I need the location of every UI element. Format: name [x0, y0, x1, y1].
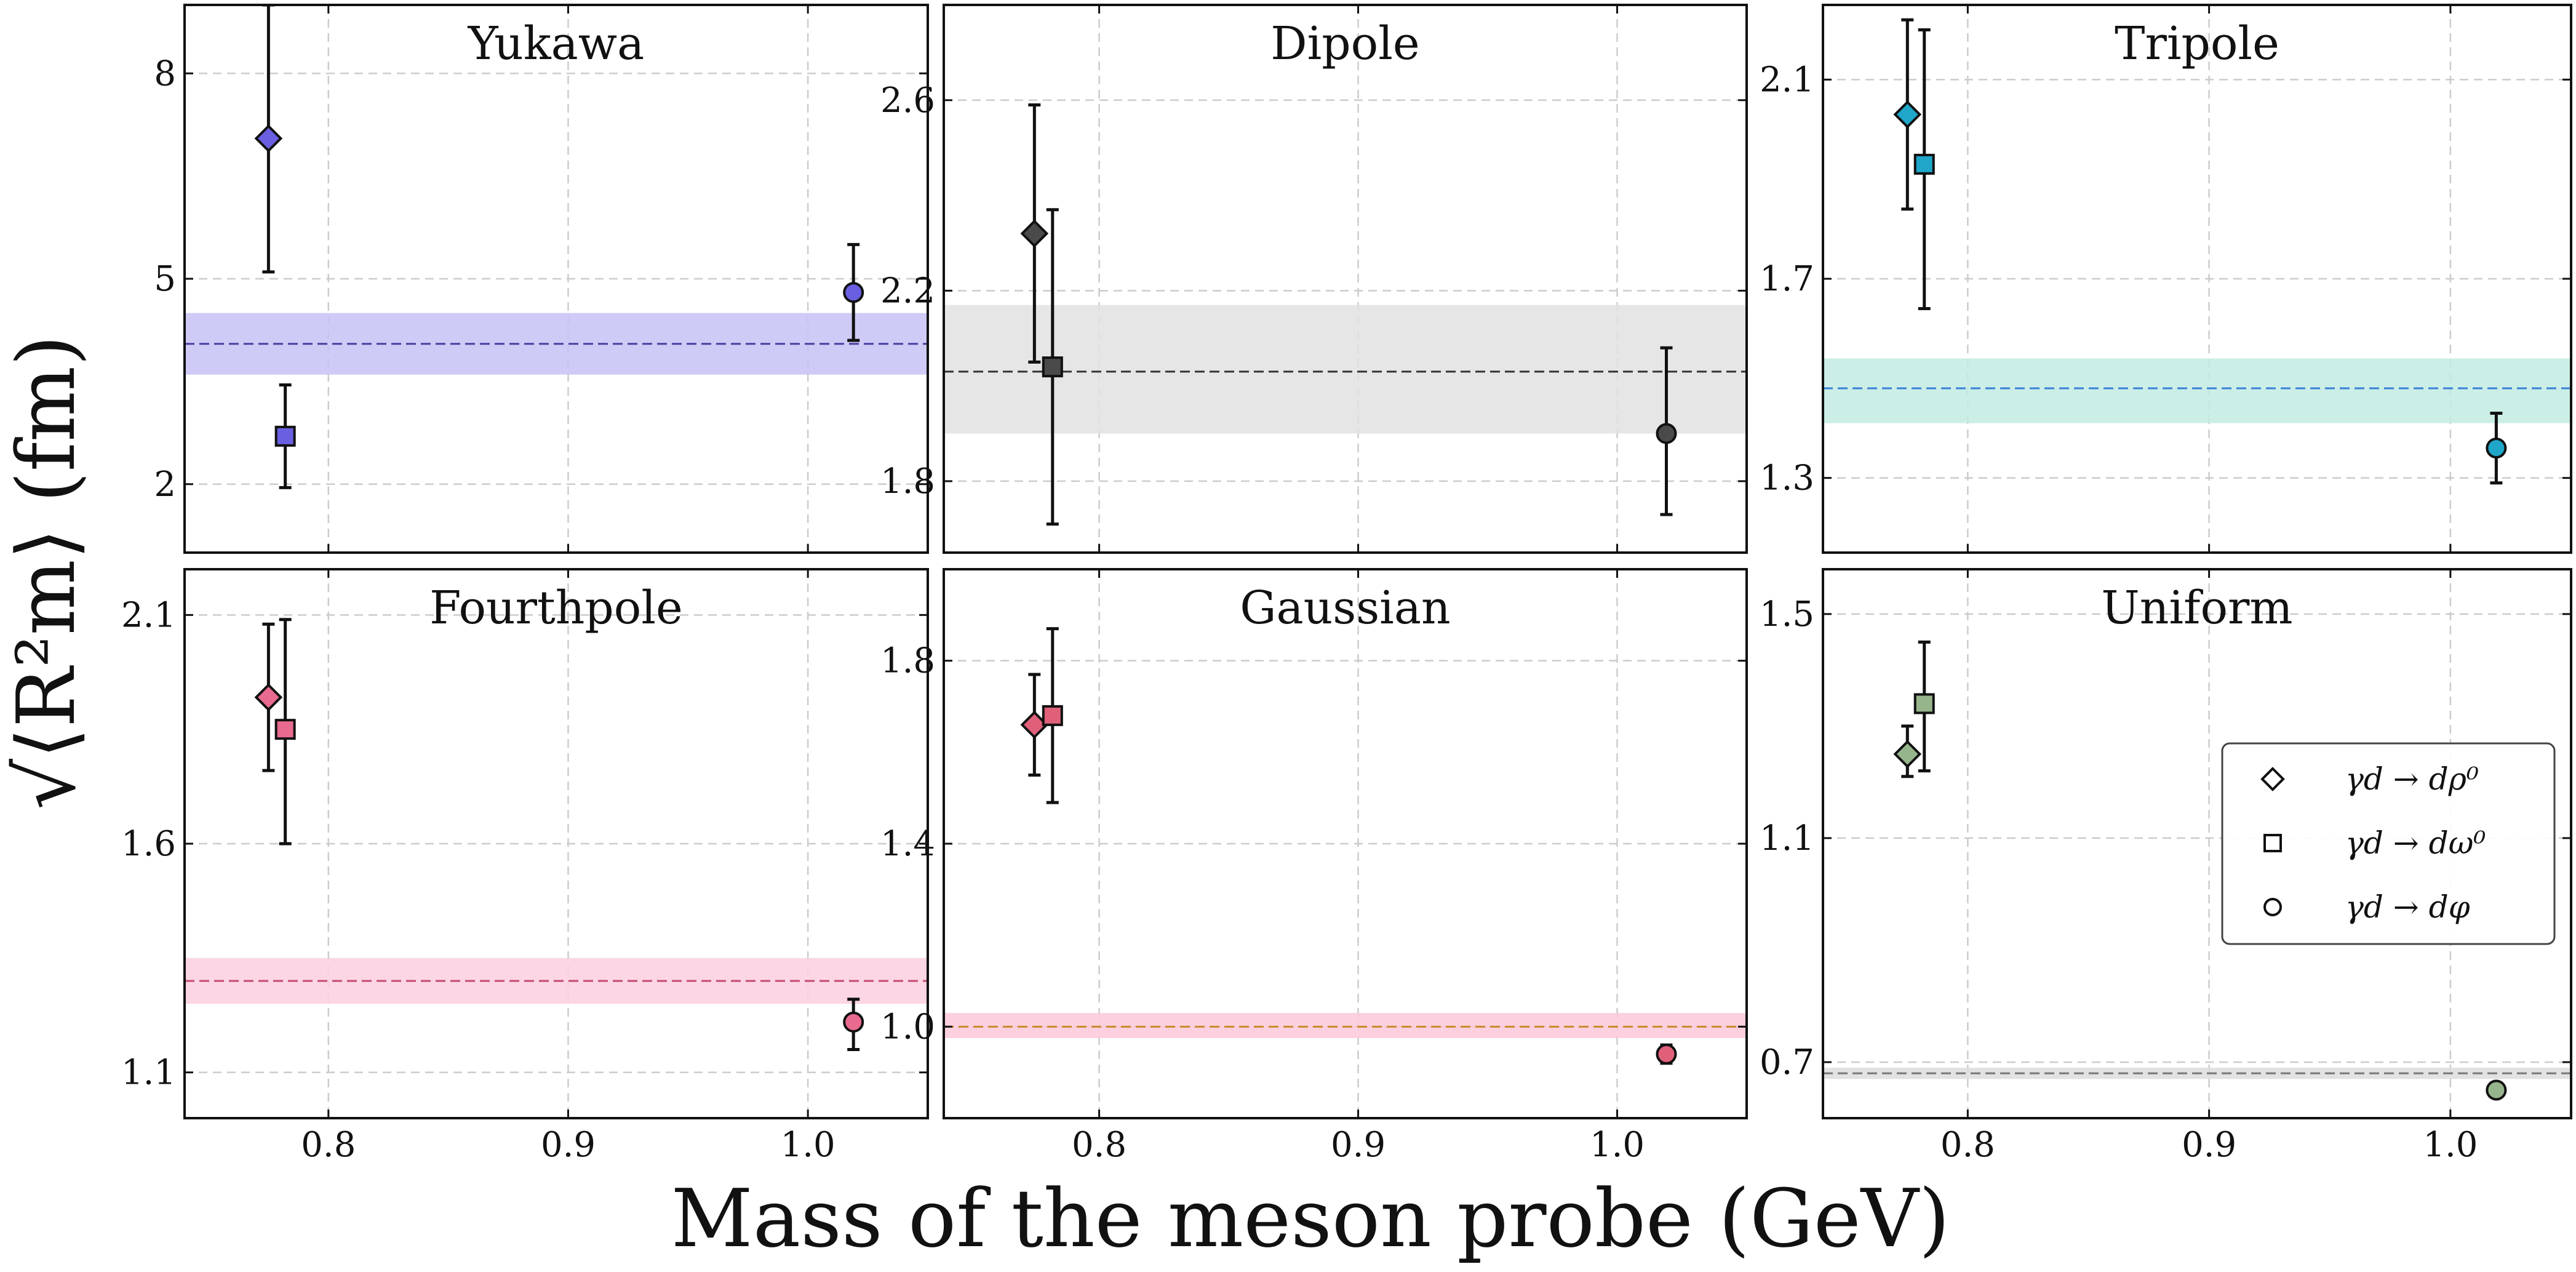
y-tick-label: 2.6 [880, 81, 935, 121]
data-point-circle [2486, 411, 2507, 485]
panel-frame [943, 4, 1748, 554]
panel-title: Fourthpole [429, 582, 683, 634]
legend-label: γd → dφ [2345, 889, 2470, 925]
y-tick-label: 1.4 [880, 824, 935, 864]
marker-square [1913, 153, 1935, 175]
marker-diamond [254, 683, 283, 711]
marker-square [1042, 356, 1063, 378]
y-tick-label: 2 [154, 465, 176, 505]
data-point-square [1042, 627, 1063, 804]
y-tick-label: 1.0 [880, 1007, 935, 1047]
y-tick-label: 2.1 [1760, 60, 1814, 100]
panel-uniform: 0.7 1.1 1.5 0.8 0.9 1.0 Uniform [1760, 568, 2572, 1165]
marker-square [274, 425, 296, 447]
panel-title: Yukawa [468, 17, 645, 70]
marker-diamond [1893, 100, 1922, 129]
x-tick-label: 1.0 [2423, 1125, 2478, 1165]
panels-group: 2 5 8 Yukawa 1.8 2.2 2.6 Dipole 1.3 1.7 2.1 Tripole… [121, 4, 2572, 1165]
data-point-diamond [254, 5, 283, 274]
data-point-square [274, 618, 296, 846]
data-point-diamond [1020, 103, 1049, 364]
y-tick-label: 2.2 [880, 271, 935, 311]
plot-area-tripole [1823, 5, 2571, 553]
y-tick-label: 8 [154, 54, 176, 94]
y-tick-label: 1.8 [880, 641, 935, 681]
y-tick-label: 2.1 [121, 595, 176, 635]
data-point-square [1913, 640, 1935, 773]
panel-frame [1822, 568, 2572, 1119]
panel-tripole: 1.3 1.7 2.1 Tripole [1760, 4, 2572, 554]
marker-diamond [1893, 740, 1922, 769]
marker-square [1913, 693, 1935, 714]
y-tick-label: 1.1 [121, 1053, 176, 1093]
panel-fourthpole: 1.1 1.6 2.1 0.8 0.9 1.0 Fourthpole [121, 568, 929, 1165]
plot-area-fourthpole [185, 569, 928, 1118]
x-tick-label: 0.8 [301, 1125, 356, 1165]
y-tick-label: 1.8 [880, 462, 935, 502]
data-point-circle [1656, 1043, 1677, 1065]
y-tick-label: 1.7 [1760, 259, 1814, 299]
y-tick-label: 1.5 [1760, 594, 1814, 634]
marker-circle [2486, 438, 2507, 459]
x-axis-label: Mass of the meson probe (GeV) [671, 1172, 1950, 1265]
x-tick-label: 0.9 [1331, 1125, 1386, 1165]
data-point-diamond [1020, 673, 1049, 777]
marker-circle [843, 282, 864, 303]
plot-area-yukawa [185, 5, 928, 553]
legend-frame [2221, 742, 2556, 945]
plot-area-dipole [944, 5, 1747, 553]
y-axis-label: √⟨R²m⟩ (fm) [0, 335, 93, 810]
plot-area-gaussian [944, 569, 1747, 1118]
marker-square [1042, 705, 1063, 726]
data-point-circle [2486, 1079, 2507, 1101]
y-tick-label: 5 [154, 259, 176, 299]
legend-label: γd → dω⁰ [2345, 825, 2486, 861]
marker-square [274, 719, 296, 740]
data-point-circle [843, 242, 864, 342]
legend: γd → dρ⁰ γd → dω⁰ γd → dφ [2221, 742, 2556, 945]
panel-gaussian: 1.0 1.4 1.8 0.8 0.9 1.0 Gaussian [880, 568, 1748, 1165]
marker-diamond [1020, 219, 1049, 248]
marker-circle [1656, 423, 1677, 444]
x-tick-label: 1.0 [1590, 1125, 1645, 1165]
legend-label: γd → dρ⁰ [2345, 761, 2479, 797]
data-point-circle [1656, 346, 1677, 516]
data-point-square [274, 383, 296, 489]
x-tick-label: 0.9 [2182, 1125, 2236, 1165]
uncertainty-band [944, 305, 1747, 434]
x-tick-label: 0.8 [1940, 1125, 1995, 1165]
panel-title: Dipole [1270, 17, 1419, 70]
y-tick-label: 1.3 [1760, 458, 1814, 498]
data-point-diamond [1893, 724, 1922, 778]
panel-title: Uniform [2101, 582, 2292, 634]
x-tick-label: 1.0 [781, 1125, 835, 1165]
panel-yukawa: 2 5 8 Yukawa [154, 4, 929, 554]
data-point-square [1042, 208, 1063, 526]
marker-circle [1656, 1043, 1677, 1065]
panel-title: Tripole [2115, 17, 2279, 70]
legend-marker-circle [2263, 898, 2282, 916]
data-point-square [1913, 28, 1935, 311]
data-point-circle [843, 998, 864, 1051]
legend-marker-square [2263, 834, 2282, 852]
x-tick-label: 0.8 [1072, 1125, 1127, 1165]
marker-diamond [254, 124, 283, 153]
y-axis-label-group: √⟨R²m⟩ (fm) [0, 335, 93, 810]
panel-dipole: 1.8 2.2 2.6 Dipole [880, 4, 1748, 554]
legend-marker-diamond [2260, 767, 2285, 791]
uncertainty-band [1823, 358, 2571, 423]
y-tick-label: 1.1 [1760, 818, 1814, 858]
data-point-diamond [254, 622, 283, 772]
x-tick-label: 0.9 [541, 1125, 596, 1165]
y-tick-label: 1.6 [121, 824, 176, 864]
marker-circle [2486, 1079, 2507, 1101]
data-point-diamond [1893, 18, 1922, 211]
uncertainty-band [944, 1013, 1747, 1038]
panel-title: Gaussian [1240, 582, 1450, 634]
marker-circle [843, 1011, 864, 1033]
y-tick-label: 0.7 [1760, 1042, 1814, 1082]
